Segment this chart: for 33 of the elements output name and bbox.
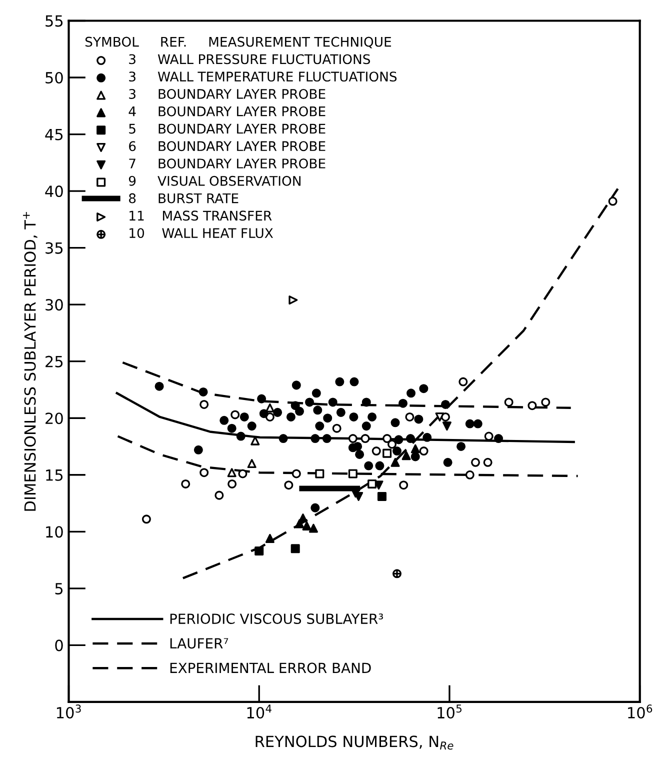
legend-title: SYMBOL REF. MEASUREMENT TECHNIQUE bbox=[85, 36, 392, 48]
x-axis-title: REYNOLDS NUMBERS, N$_{Re}$ bbox=[256, 736, 454, 750]
x-tick-label: 10$^{3}$ bbox=[56, 704, 81, 719]
legend-label: EXPERIMENTAL ERROR BAND bbox=[170, 662, 371, 674]
y-tick-label: 25 bbox=[46, 356, 63, 368]
y-tick-label: 5 bbox=[55, 583, 63, 594]
y-tick-label: 15 bbox=[46, 470, 63, 481]
y-tick-label: 45 bbox=[45, 128, 63, 140]
legend-label: 4 BOUNDARY LAYER PROBE bbox=[128, 106, 326, 116]
legend-label: 9 VISUAL OBSERVATION bbox=[128, 176, 300, 186]
legend-label: 11 MASS TRANSFER bbox=[130, 210, 272, 221]
x-tick-label: 10$^{4}$ bbox=[247, 704, 272, 719]
y-tick-label: 40 bbox=[45, 186, 63, 198]
legend-label: 7 BOUNDARY LAYER PROBE bbox=[129, 158, 326, 168]
legend-label: 6 BOUNDARY LAYER PROBE bbox=[129, 141, 326, 152]
legend-label: 10 WALL HEAT FLUX bbox=[130, 228, 274, 238]
y-tick-label: 0 bbox=[55, 640, 63, 652]
y-tick-label: 55 bbox=[46, 15, 63, 27]
legend-label: 3 BOUNDARY LAYER PROBE bbox=[129, 88, 326, 99]
legend-label: 3 WALL PRESSURE FLUCTUATIONS bbox=[129, 54, 370, 64]
y-tick-label: 20 bbox=[46, 412, 63, 424]
y-tick-label: 50 bbox=[46, 72, 63, 84]
legend-label: 8 BURST RATE bbox=[129, 193, 238, 204]
y-tick-label: 10 bbox=[46, 526, 63, 538]
legend-label: 3 WALL TEMPERATURE FLUCTUATIONS bbox=[129, 72, 397, 82]
y-axis-title: DIMENSIONLESS SUBLAYER PERIOD, T$^{+}$ bbox=[23, 212, 38, 511]
x-tick-label: 10$^{6}$ bbox=[628, 704, 652, 719]
legend-label: 5 BOUNDARY LAYER PROBE bbox=[129, 124, 326, 134]
y-tick-label: 30 bbox=[46, 299, 63, 311]
y-tick-label: 35 bbox=[46, 242, 63, 254]
legend-label: PERIODIC VISCOUS SUBLAYER³ bbox=[170, 614, 383, 624]
x-tick-label: 10$^{5}$ bbox=[438, 704, 462, 719]
legend-label: LAUFER⁷ bbox=[170, 638, 228, 649]
